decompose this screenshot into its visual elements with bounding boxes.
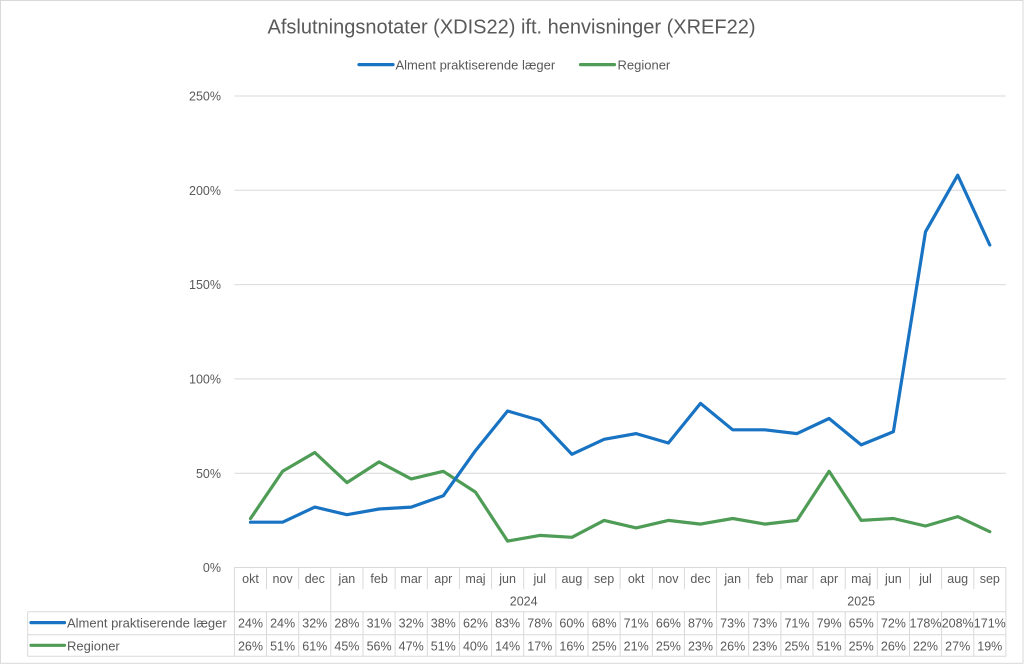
svg-text:171%: 171% bbox=[974, 617, 1006, 631]
svg-text:71%: 71% bbox=[624, 617, 649, 631]
svg-text:dec: dec bbox=[305, 572, 325, 586]
svg-text:25%: 25% bbox=[849, 639, 874, 653]
svg-text:sep: sep bbox=[980, 572, 1000, 586]
svg-text:78%: 78% bbox=[527, 617, 552, 631]
svg-text:2025: 2025 bbox=[847, 594, 875, 608]
svg-text:79%: 79% bbox=[817, 617, 842, 631]
svg-text:maj: maj bbox=[465, 572, 485, 586]
svg-text:jan: jan bbox=[723, 572, 741, 586]
svg-text:16%: 16% bbox=[559, 639, 584, 653]
svg-text:68%: 68% bbox=[592, 617, 617, 631]
svg-text:150%: 150% bbox=[189, 278, 221, 292]
svg-text:65%: 65% bbox=[849, 617, 874, 631]
svg-text:200%: 200% bbox=[189, 184, 221, 198]
svg-text:24%: 24% bbox=[270, 617, 295, 631]
svg-text:maj: maj bbox=[851, 572, 871, 586]
svg-text:73%: 73% bbox=[752, 617, 777, 631]
svg-text:okt: okt bbox=[242, 572, 259, 586]
svg-text:0%: 0% bbox=[203, 561, 221, 575]
svg-text:19%: 19% bbox=[977, 639, 1002, 653]
svg-text:26%: 26% bbox=[238, 639, 263, 653]
svg-text:56%: 56% bbox=[367, 639, 392, 653]
svg-text:40%: 40% bbox=[463, 639, 488, 653]
svg-text:2024: 2024 bbox=[510, 594, 538, 608]
svg-text:mar: mar bbox=[786, 572, 808, 586]
svg-text:Regioner: Regioner bbox=[67, 638, 120, 653]
svg-text:100%: 100% bbox=[189, 373, 221, 387]
svg-text:32%: 32% bbox=[399, 617, 424, 631]
svg-text:jan: jan bbox=[338, 572, 356, 586]
svg-text:87%: 87% bbox=[688, 617, 713, 631]
svg-text:okt: okt bbox=[628, 572, 645, 586]
svg-text:jun: jun bbox=[498, 572, 516, 586]
svg-text:27%: 27% bbox=[945, 639, 970, 653]
svg-text:apr: apr bbox=[820, 572, 838, 586]
svg-text:nov: nov bbox=[273, 572, 294, 586]
svg-text:Alment praktiserende læger: Alment praktiserende læger bbox=[67, 616, 227, 631]
svg-text:feb: feb bbox=[756, 572, 773, 586]
svg-text:50%: 50% bbox=[196, 467, 221, 481]
svg-text:61%: 61% bbox=[302, 639, 327, 653]
svg-text:17%: 17% bbox=[527, 639, 552, 653]
svg-text:23%: 23% bbox=[688, 639, 713, 653]
svg-text:51%: 51% bbox=[817, 639, 842, 653]
svg-text:25%: 25% bbox=[656, 639, 681, 653]
svg-text:47%: 47% bbox=[399, 639, 424, 653]
svg-text:208%: 208% bbox=[942, 617, 974, 631]
svg-text:178%: 178% bbox=[910, 617, 942, 631]
svg-text:25%: 25% bbox=[592, 639, 617, 653]
svg-text:26%: 26% bbox=[881, 639, 906, 653]
svg-text:250%: 250% bbox=[189, 90, 221, 104]
svg-text:66%: 66% bbox=[656, 617, 681, 631]
svg-text:nov: nov bbox=[658, 572, 679, 586]
svg-text:aug: aug bbox=[561, 572, 582, 586]
svg-text:25%: 25% bbox=[784, 639, 809, 653]
svg-text:jun: jun bbox=[884, 572, 902, 586]
svg-text:51%: 51% bbox=[431, 639, 456, 653]
svg-text:62%: 62% bbox=[463, 617, 488, 631]
svg-text:jul: jul bbox=[533, 572, 547, 586]
svg-text:32%: 32% bbox=[302, 617, 327, 631]
svg-text:73%: 73% bbox=[720, 617, 745, 631]
svg-text:83%: 83% bbox=[495, 617, 520, 631]
svg-text:feb: feb bbox=[370, 572, 387, 586]
svg-text:aug: aug bbox=[947, 572, 968, 586]
svg-text:dec: dec bbox=[690, 572, 710, 586]
svg-text:mar: mar bbox=[400, 572, 422, 586]
svg-text:45%: 45% bbox=[334, 639, 359, 653]
svg-text:sep: sep bbox=[594, 572, 614, 586]
svg-text:26%: 26% bbox=[720, 639, 745, 653]
svg-text:jul: jul bbox=[918, 572, 932, 586]
svg-text:71%: 71% bbox=[784, 617, 809, 631]
svg-text:60%: 60% bbox=[559, 617, 584, 631]
svg-text:24%: 24% bbox=[238, 617, 263, 631]
svg-text:28%: 28% bbox=[334, 617, 359, 631]
svg-text:72%: 72% bbox=[881, 617, 906, 631]
svg-text:14%: 14% bbox=[495, 639, 520, 653]
svg-text:apr: apr bbox=[434, 572, 452, 586]
svg-text:Regioner: Regioner bbox=[618, 57, 671, 72]
svg-text:22%: 22% bbox=[913, 639, 938, 653]
svg-text:38%: 38% bbox=[431, 617, 456, 631]
svg-text:Afslutningsnotater (XDIS22) if: Afslutningsnotater (XDIS22) ift. henvisn… bbox=[268, 16, 756, 38]
svg-text:21%: 21% bbox=[624, 639, 649, 653]
svg-text:Alment praktiserende læger: Alment praktiserende læger bbox=[396, 57, 556, 72]
svg-text:51%: 51% bbox=[270, 639, 295, 653]
svg-text:23%: 23% bbox=[752, 639, 777, 653]
svg-text:31%: 31% bbox=[367, 617, 392, 631]
